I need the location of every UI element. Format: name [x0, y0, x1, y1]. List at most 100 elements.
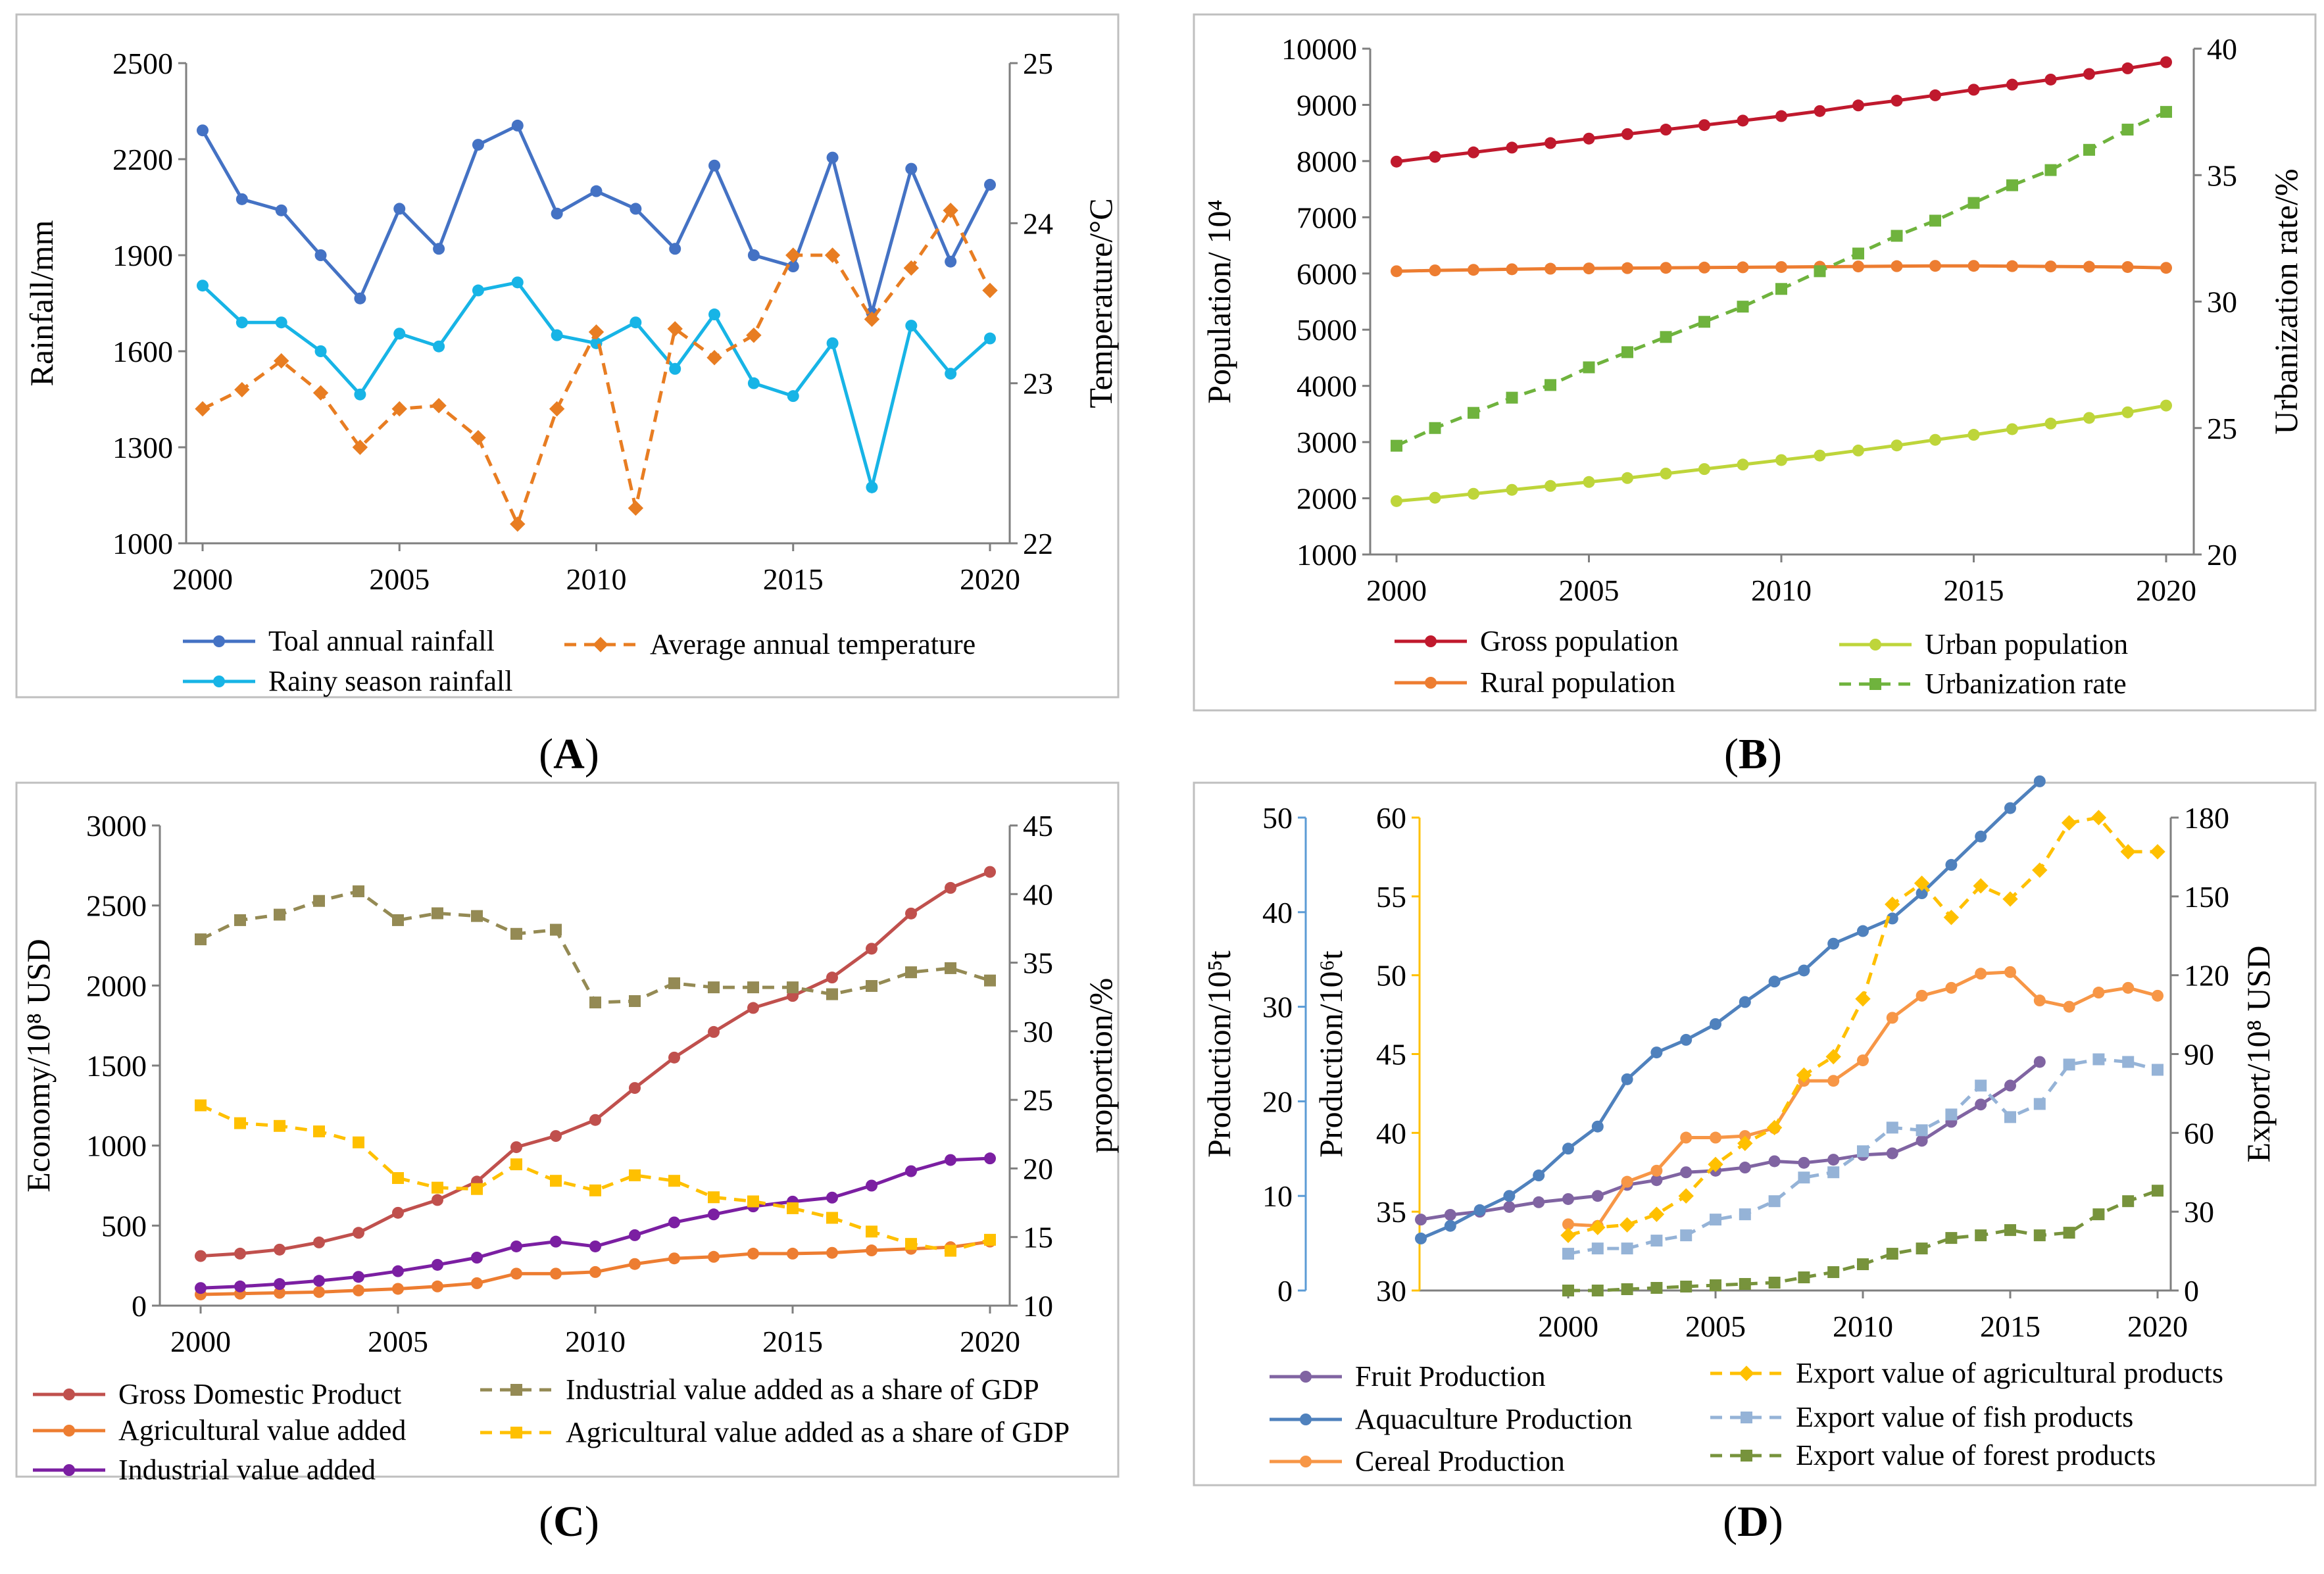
- legend-swatch-marker: [1741, 1412, 1752, 1423]
- series-line: [1420, 780, 2041, 1241]
- data-point: [905, 1238, 917, 1250]
- data-point: [866, 980, 878, 993]
- data-point: [274, 908, 285, 921]
- right-y-tick-label: 10: [1023, 1289, 1053, 1323]
- data-point: [2004, 966, 2016, 978]
- data-point: [313, 1275, 325, 1287]
- data-point: [1929, 89, 1941, 101]
- series-urban-population: [1391, 399, 2172, 507]
- data-point: [472, 139, 484, 151]
- legend-label: Rural population: [1480, 666, 1675, 699]
- right-y-tick-label: 23: [1023, 367, 1053, 401]
- x-tick-label: 2005: [368, 1325, 428, 1358]
- right-y-axis-title: Urbanization rate/%: [2267, 169, 2304, 435]
- legend-item: Cereal Production: [1270, 1445, 1565, 1477]
- inner-y-tick-label: 40: [1376, 1116, 1406, 1150]
- data-point: [1975, 830, 1987, 843]
- data-point: [472, 284, 484, 297]
- data-point: [1678, 1188, 1694, 1204]
- data-point: [550, 1235, 562, 1248]
- right-y-axis-title: proportion/%: [1082, 978, 1119, 1154]
- data-point: [2006, 78, 2018, 91]
- data-point: [274, 1119, 285, 1132]
- data-point: [1891, 439, 1903, 452]
- right-y-tick-label: 60: [2184, 1116, 2214, 1150]
- data-point: [826, 971, 838, 984]
- inner-y-tick-label: 50: [1376, 959, 1406, 993]
- series-line: [200, 870, 991, 1258]
- data-point: [352, 439, 368, 455]
- data-point: [275, 316, 287, 329]
- data-point: [1967, 197, 1980, 209]
- data-point: [629, 1229, 641, 1241]
- data-point: [2083, 143, 2095, 156]
- data-point: [668, 1216, 680, 1229]
- data-point: [667, 321, 683, 337]
- legend-swatch-marker: [1739, 1365, 1754, 1381]
- data-point: [905, 320, 918, 332]
- panel-border: [1193, 13, 2317, 712]
- data-point: [1583, 262, 1595, 275]
- data-point: [471, 1252, 483, 1264]
- left-y-tick-label: 4000: [1297, 370, 1357, 403]
- legend-swatch-marker: [1300, 1371, 1312, 1383]
- legend-label: Export value of forest products: [1796, 1439, 2156, 1471]
- data-point: [510, 927, 522, 940]
- data-point: [1562, 1285, 1574, 1296]
- data-point: [1814, 449, 1826, 462]
- inner-y-tick-label: 35: [1376, 1195, 1406, 1229]
- x-tick-label: 2000: [172, 562, 233, 596]
- data-point: [1560, 1227, 1576, 1243]
- data-point: [2044, 417, 2057, 430]
- series-rural-population: [1391, 260, 2172, 278]
- data-point: [1506, 263, 1518, 276]
- data-point: [471, 910, 483, 922]
- legend-item: Urban population: [1839, 628, 2128, 660]
- data-point: [984, 1233, 996, 1246]
- data-point: [1827, 1075, 1840, 1087]
- data-point: [1621, 346, 1633, 358]
- data-point: [747, 1247, 759, 1260]
- data-point: [2044, 73, 2057, 86]
- data-point: [2160, 399, 2172, 412]
- right-y-tick-label: 30: [1023, 1015, 1053, 1048]
- chart-panel-a: 2000 2005 2010 2015 2020 1000 1300 1600 1900 2200…: [15, 13, 1120, 778]
- right-y-tick-label: 45: [1023, 809, 1053, 843]
- data-point: [1886, 1121, 1898, 1134]
- data-point: [1975, 968, 1987, 980]
- chart-panel-d: 2000 2005 2010 2015 202001020304050Productio…: [1193, 775, 2317, 1546]
- outer-y-tick-label: 30: [1262, 991, 1293, 1024]
- data-point: [826, 988, 838, 1000]
- x-tick-label: 2010: [1751, 574, 1812, 607]
- x-tick-label: 2010: [565, 1325, 626, 1358]
- legend-item: Fruit Production: [1270, 1360, 1546, 1392]
- series-gross-population: [1391, 56, 2172, 168]
- data-point: [1503, 1190, 1516, 1202]
- data-point: [432, 907, 443, 920]
- data-point: [866, 943, 878, 955]
- data-point: [1775, 283, 1787, 295]
- data-point: [1545, 379, 1556, 391]
- data-point: [1591, 1120, 1604, 1133]
- panel-border: [1193, 781, 2317, 1487]
- right-y-tick-label: 120: [2184, 959, 2229, 993]
- data-point: [1739, 996, 1751, 1008]
- data-point: [590, 185, 603, 197]
- data-point: [1660, 124, 1672, 136]
- data-point: [824, 247, 841, 263]
- legend-label: Rainy season rainfall: [268, 665, 512, 697]
- legend-swatch-marker: [213, 676, 225, 687]
- left-y-tick-label: 10000: [1281, 32, 1357, 66]
- data-point: [1545, 262, 1556, 275]
- left-y-axis-title: Population/ 10⁴: [1200, 199, 1237, 404]
- data-point: [1945, 1108, 1958, 1121]
- right-y-tick-label: 25: [1023, 47, 1053, 80]
- data-point: [353, 885, 364, 898]
- data-point: [551, 329, 563, 341]
- legend-swatch-marker: [1425, 677, 1437, 689]
- data-point: [866, 1244, 878, 1257]
- data-point: [1562, 1193, 1574, 1205]
- legend-item: Rural population: [1395, 666, 1675, 699]
- left-y-tick-label: 1600: [112, 335, 173, 368]
- data-point: [1710, 1214, 1721, 1226]
